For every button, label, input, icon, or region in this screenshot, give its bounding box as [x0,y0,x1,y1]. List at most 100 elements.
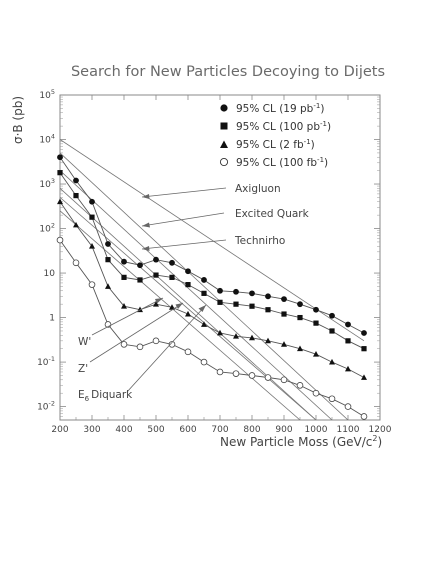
data-point-filled-triangle [361,374,367,380]
data-point-filled-triangle [297,345,303,352]
annotation-technirho: Technirho [141,235,285,251]
data-point-filled-circle [201,277,207,283]
data-point-filled-circle [137,262,143,269]
data-point-open-circle [56,236,64,244]
data-point-filled-triangle [169,304,175,310]
theory-curve-line [60,139,365,342]
legend-label: 95% CL (100 fb-1) [236,156,328,169]
data-point-open-circle [216,368,224,376]
data-point-filled-circle [297,301,303,308]
y-tick-label: 105 [39,88,55,101]
y-tick-label: 104 [39,133,55,146]
theory-curve-line [60,210,301,420]
annotation-arrow [91,297,164,336]
data-point-filled-circle [345,321,351,328]
x-tick-label: 400 [115,425,132,435]
theory-curves [60,139,365,420]
arrow-head [142,246,150,251]
annotation-arrow [89,302,184,363]
data-point-filled-square [233,301,239,307]
data-point-open-circle [136,343,144,351]
data-point-filled-square [185,282,191,288]
y-tick-label: 103 [39,177,55,190]
data-point-filled-triangle [185,310,191,317]
theory-curve-line [60,188,317,420]
data-point-open-circle [200,358,208,366]
chart-title: Search for New Particles Decoying to Dij… [71,64,385,80]
annotation-label: W' [78,336,91,348]
data-point-filled-circle [233,288,239,295]
y-tick-label: 102 [39,222,55,235]
data-point-open-circle [120,341,128,348]
data-point-open-circle [312,389,320,397]
data-point-filled-square [89,214,95,220]
x-tick-label: 1000 [305,425,328,435]
data-point-filled-triangle [121,303,127,309]
y-tick-label: 10-1 [37,355,55,368]
annotation-w-prime: W' [78,297,164,348]
data-point-filled-triangle [345,365,351,372]
data-point-open-circle [184,348,192,356]
data-point-filled-triangle [57,198,63,205]
data-point-filled-triangle [265,337,271,344]
axis-ticks: 200 300 400 500 600 700 800 900 1000 1100 1200 10-2… [37,88,392,435]
legend-marker-filled-square [220,122,228,130]
theory-curve-line [60,152,349,420]
annotation-arrow [141,212,225,227]
arrow-head [155,298,163,304]
series-line-1 [59,172,365,350]
data-point-filled-triangle [281,341,287,347]
legend: 95% CL (19 pb-1) 95% CL (100 pb-1) 95% C… [219,102,331,169]
annotation-label: Excited Quark [235,208,310,220]
legend-item-100pb: 95% CL (100 pb-1) [220,120,331,133]
data-point-open-circle [344,403,352,410]
data-point-open-circle [152,337,160,345]
data-point-filled-square [329,328,335,334]
x-axis-label-main: New Particle Moss (GeV/c [220,435,372,449]
x-tick-label: 1100 [337,425,360,435]
data-point-open-circle [296,382,304,389]
y-tick-label: 10-2 [37,400,55,413]
data-point-filled-triangle [329,358,335,365]
legend-marker-open-circle [219,157,229,167]
limit-series [56,154,368,420]
x-axis-label-end: ) [377,435,382,449]
x-tick-label: 900 [275,425,292,435]
data-point-filled-circle [121,258,127,265]
y-tick-label: 1 [49,314,55,324]
theory-annotations: Axigluon Excited Quark Technirho W' Z' E… [78,183,310,403]
annotation-label: Axigluon [235,183,281,195]
annotation-axigluon: Axigluon [141,183,281,199]
data-point-filled-square [297,314,303,321]
data-point-filled-square [57,170,63,176]
theory-curve-line [60,197,317,420]
x-tick-label: 800 [243,425,260,435]
legend-item-19pb: 95% CL (19 pb-1) [220,102,324,115]
data-point-filled-circle [57,154,63,161]
data-point-filled-square [281,311,287,317]
annotation-label: Z' [78,363,88,375]
x-tick-label: 700 [211,425,228,435]
data-point-filled-triangle [313,351,319,357]
data-point-filled-square [361,346,367,352]
data-point-open-circle [248,372,256,379]
annotation-excited-quark: Excited Quark [141,208,310,228]
data-point-filled-square [105,257,111,263]
x-tick-label: 300 [83,425,100,435]
data-point-filled-triangle [217,329,223,336]
data-point-open-circle [264,374,272,381]
arrow-head [175,303,183,309]
data-point-open-circle [72,259,80,267]
x-tick-label: 200 [51,425,68,435]
x-tick-label: 1200 [369,425,392,435]
data-point-filled-square [169,274,175,280]
y-axis-label: σ·B (pb) [11,96,25,144]
annotation-arrow [141,187,227,198]
data-point-filled-triangle [153,300,159,307]
annotation-label: E6 Diquark [78,389,133,403]
arrow-head [142,194,150,199]
legend-marker-filled-triangle [220,140,228,148]
data-point-filled-square [137,277,143,283]
legend-item-2fb: 95% CL (2 fb-1) [220,138,315,151]
